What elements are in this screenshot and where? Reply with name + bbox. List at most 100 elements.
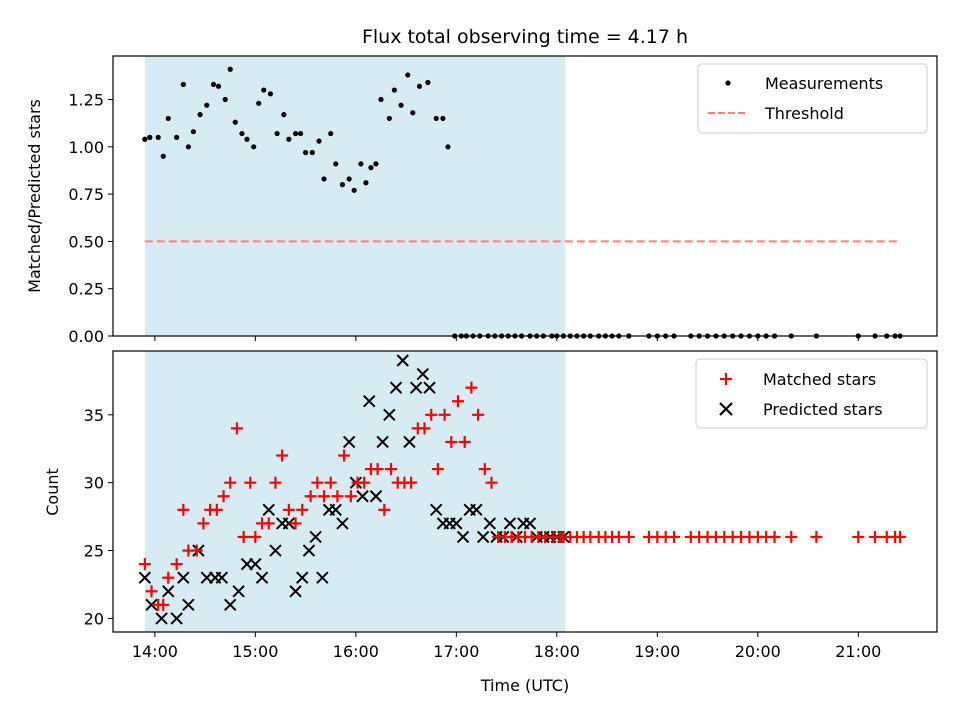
matched-point xyxy=(237,530,250,543)
predicted-point xyxy=(376,435,389,449)
predicted-point xyxy=(430,503,443,517)
predicted-point xyxy=(483,517,497,530)
legend-matched-label: Matched stars xyxy=(763,370,876,389)
predicted-point xyxy=(170,612,183,625)
matched-point xyxy=(344,490,357,503)
matched-point xyxy=(478,463,491,476)
matched-point xyxy=(472,408,485,421)
measurement-point xyxy=(292,130,299,137)
matched-point xyxy=(425,408,438,421)
bottom-legend: Matched stars Predicted stars xyxy=(695,358,928,429)
predicted-point xyxy=(138,571,152,584)
measurement-point xyxy=(210,81,217,87)
matched-point xyxy=(418,422,431,435)
matched-point xyxy=(465,381,478,394)
top-yticks: 0.00 0.25 0.50 0.75 1.00 1.25 xyxy=(68,91,113,346)
top-y-tick-label: 0.50 xyxy=(68,232,104,251)
bottom-panel: 20 25 30 35 14:00 15:00 16:00 17:00 18:00 19:00 2… xyxy=(43,350,938,695)
matched-point xyxy=(210,503,223,516)
measurement-point xyxy=(215,83,222,89)
predicted-point xyxy=(503,517,517,530)
predicted-point xyxy=(342,435,356,449)
predicted-point xyxy=(155,612,168,625)
predicted-point xyxy=(309,530,322,544)
matched-point xyxy=(338,449,351,462)
matched-point xyxy=(145,585,158,598)
legend-predicted-marker xyxy=(719,402,733,416)
matched-point xyxy=(405,476,418,489)
x-tick-label: 18:00 xyxy=(534,642,580,661)
bottom-y-tick-label: 30 xyxy=(84,474,104,493)
measurement-point xyxy=(386,115,392,122)
predicted-point xyxy=(162,585,175,598)
predicted-point xyxy=(177,571,190,584)
predicted-point xyxy=(249,557,262,571)
matched-point xyxy=(458,435,471,448)
matched-point xyxy=(304,490,317,503)
predicted-point xyxy=(409,381,423,394)
x-tick-label: 21:00 xyxy=(835,642,881,661)
x-tick-label: 14:00 xyxy=(132,642,178,661)
predicted-point xyxy=(456,530,470,544)
predicted-point xyxy=(383,408,396,422)
matched-point xyxy=(331,490,344,503)
top-legend: Measurements Threshold xyxy=(697,63,928,134)
matched-point xyxy=(170,558,183,571)
bottom-y-tick-label: 20 xyxy=(84,609,104,628)
measurement-point xyxy=(346,176,352,182)
matched-point xyxy=(282,503,295,516)
x-tick-label: 19:00 xyxy=(634,642,680,661)
measurement-point xyxy=(416,83,423,89)
matched-point xyxy=(262,517,275,530)
predicted-point xyxy=(289,585,302,598)
measurement-point xyxy=(433,115,439,122)
predicted-point xyxy=(302,544,316,557)
matched-point xyxy=(244,476,257,489)
measurement-point xyxy=(185,144,191,150)
matched-point xyxy=(197,517,210,530)
measurement-point xyxy=(321,176,327,182)
measurement-point xyxy=(160,153,166,159)
top-y-tick-label: 1.00 xyxy=(68,138,104,157)
measurement-point xyxy=(142,136,148,142)
matched-point xyxy=(249,530,262,543)
measurement-point xyxy=(180,81,186,87)
top-axes-frame xyxy=(112,55,938,337)
top-legend-box xyxy=(697,63,928,134)
measurement-point xyxy=(256,100,262,106)
predicted-point xyxy=(215,571,229,584)
measurement-point xyxy=(239,130,245,137)
matched-point xyxy=(869,530,882,543)
predicted-point xyxy=(369,490,383,503)
bottom-shading xyxy=(144,351,566,632)
matched-point xyxy=(324,476,337,489)
matched-point xyxy=(371,463,384,476)
matched-point xyxy=(622,530,635,543)
predicted-point xyxy=(423,381,436,394)
matched-point xyxy=(768,530,781,543)
bottom-legend-box xyxy=(695,358,928,429)
measurement-point xyxy=(197,112,203,118)
predicted-point xyxy=(145,598,158,612)
x-tick-label: 16:00 xyxy=(333,642,379,661)
measurement-point xyxy=(165,115,171,122)
top-y-tick-label: 1.25 xyxy=(68,91,104,110)
measurement-point xyxy=(155,134,161,140)
predicted-point xyxy=(450,517,463,530)
x-tick-label: 15:00 xyxy=(232,642,278,661)
measurement-point xyxy=(378,96,384,103)
measurement-point xyxy=(232,119,238,125)
matched-point xyxy=(810,530,823,543)
matched-point xyxy=(785,530,798,543)
measurement-point xyxy=(227,66,233,72)
matched-point xyxy=(276,449,289,462)
measurement-point xyxy=(373,161,379,167)
measurement-point xyxy=(297,130,304,137)
top-y-tick-label: 0.00 xyxy=(68,327,104,346)
matched-point xyxy=(190,544,203,557)
matched-point xyxy=(311,476,324,489)
matched-point xyxy=(224,476,237,489)
top-shading xyxy=(144,56,566,336)
matched-point xyxy=(177,503,190,516)
bottom-yticks: 20 25 30 35 xyxy=(84,406,113,628)
